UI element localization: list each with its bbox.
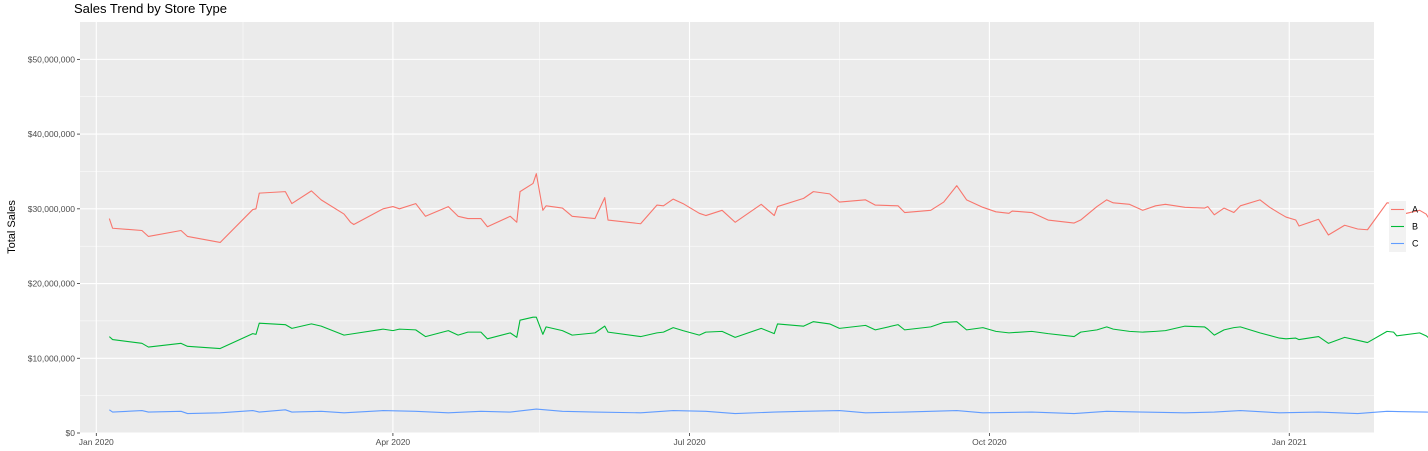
legend-label-c: C [1412,239,1419,249]
x-tick-label: Oct 2020 [972,437,1007,447]
x-tick-label: Jan 2020 [79,437,114,447]
y-tick-label: $10,000,000 [28,353,76,363]
series-line-b [108,316,1428,350]
y-axis-title: Total Sales [6,200,18,254]
x-tick-label: Jul 2020 [673,437,705,447]
x-tick-label: Apr 2020 [376,437,411,447]
y-tick-label: $40,000,000 [28,129,76,139]
legend-label-a: A [1412,205,1418,215]
y-tick-label: $20,000,000 [28,279,76,289]
y-tick-label: $50,000,000 [28,54,76,64]
series-line-c [109,408,1428,415]
gridlines [80,22,1374,434]
y-axis: $0 $10,000,000 $20,000,000 $30,000,000 $40,0… [28,54,80,438]
x-axis: Jan 2020 Apr 2020 Jul 2020 Oct 2020 Jan 2021 [79,433,1307,447]
legend-label-b: B [1412,222,1418,232]
chart-title: Sales Trend by Store Type [74,1,227,16]
x-tick-label: Jan 2021 [1272,437,1307,447]
series-line-a [108,173,1428,243]
y-tick-label: $0 [66,428,76,438]
y-tick-label: $30,000,000 [28,204,76,214]
plot-panel [80,22,1374,433]
legend: ABC [1389,201,1419,252]
series-lines [108,173,1428,415]
